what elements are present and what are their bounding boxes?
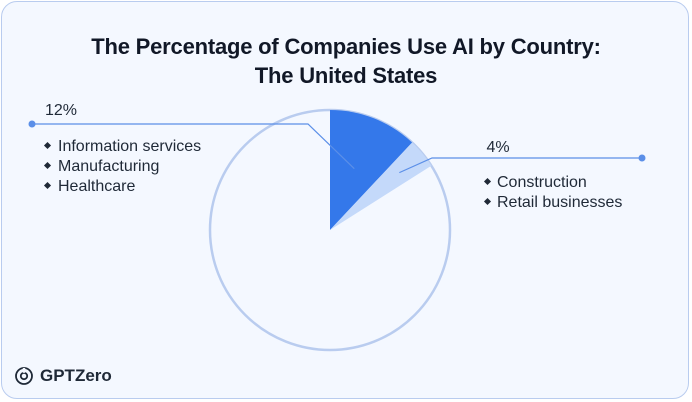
gptzero-icon: [15, 367, 33, 385]
leader-dot-1: [28, 120, 36, 128]
pie-slice-1: [330, 110, 413, 230]
chart-subtitle: The United States: [254, 63, 438, 88]
sector-label: Healthcare: [58, 178, 135, 195]
leader-dot-2: [638, 154, 646, 162]
leader-line-2: [399, 157, 642, 174]
slice-value-label: 4%: [486, 139, 509, 156]
chart-title: The Percentage of Companies Use AI by Co…: [91, 34, 601, 59]
sector-label: Manufacturing: [58, 158, 159, 175]
bullet-icon: [483, 177, 492, 186]
sector-label: Construction: [497, 174, 587, 191]
pie-slice-2: [330, 142, 432, 230]
leader-line-1: [32, 123, 355, 170]
bullet-icon: [483, 197, 492, 206]
brand-logo: GPTZero: [14, 366, 112, 386]
bullet-icon: [43, 161, 52, 170]
bullet-icon: [43, 141, 52, 150]
bullet-icon: [43, 181, 52, 190]
sector-label: Retail businesses: [497, 194, 622, 211]
sector-label: Information services: [58, 138, 201, 155]
brand-name: GPTZero: [40, 366, 112, 385]
slice-value-label: 12%: [45, 102, 77, 119]
